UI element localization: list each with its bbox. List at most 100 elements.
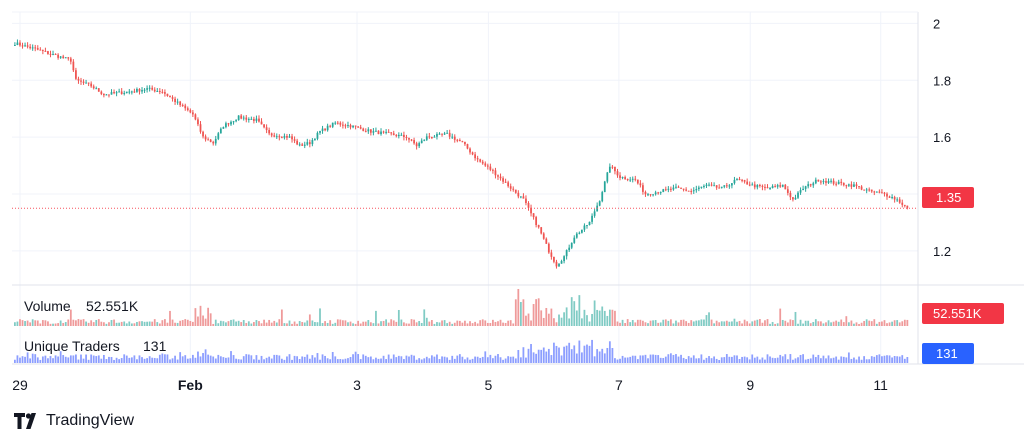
candle-body xyxy=(494,170,497,176)
candle-body xyxy=(715,185,718,188)
volume-bar xyxy=(662,319,665,326)
volume-bar xyxy=(901,321,904,326)
volume-bar xyxy=(207,307,210,326)
trader-bar xyxy=(886,355,888,363)
trader-bar xyxy=(382,355,385,363)
trader-bar xyxy=(430,355,433,363)
trader-bar xyxy=(746,357,749,363)
trader-bar xyxy=(110,357,113,363)
candle-body xyxy=(263,124,265,128)
volume-bar xyxy=(433,323,436,326)
candle-body xyxy=(499,176,502,179)
trader-bar xyxy=(525,357,527,363)
candle-body xyxy=(258,118,260,122)
volume-bar xyxy=(519,302,522,326)
trader-bar xyxy=(553,342,555,363)
volume-bar xyxy=(639,319,642,326)
trader-bar xyxy=(532,352,535,363)
trader-bar xyxy=(240,359,243,363)
candle-body xyxy=(677,186,680,188)
candle-body xyxy=(118,91,121,93)
volume-bar xyxy=(430,320,433,326)
trader-bar xyxy=(703,359,705,363)
trader-bar xyxy=(362,354,365,363)
candle-body xyxy=(616,171,619,176)
y-tick-label: 2 xyxy=(933,16,940,31)
trader-bar xyxy=(847,352,850,363)
candle-body xyxy=(598,201,601,206)
candle-body xyxy=(797,192,799,198)
last-price-tag-text: 1.35 xyxy=(936,190,961,205)
candle-body xyxy=(321,128,324,131)
trader-bar xyxy=(598,351,601,363)
trader-bar xyxy=(863,356,866,363)
trader-bar xyxy=(504,358,507,363)
volume-bar xyxy=(697,320,700,326)
trader-bar xyxy=(227,357,230,363)
volume-bar xyxy=(423,309,426,326)
volume-bar xyxy=(403,322,405,326)
trader-bar xyxy=(593,356,596,363)
tradingview-brand[interactable]: TradingView xyxy=(14,412,134,430)
trader-bar xyxy=(436,354,438,363)
candle-body xyxy=(888,196,891,198)
volume-bar xyxy=(629,322,632,326)
candle-body xyxy=(563,256,565,262)
trader-bar xyxy=(97,355,100,363)
candle-body xyxy=(380,131,382,135)
price-axis[interactable]: 21.81.61.41.2 xyxy=(933,16,951,259)
trader-bar xyxy=(364,355,367,363)
volume-bar xyxy=(273,320,276,326)
trader-bar xyxy=(878,354,881,363)
volume-bar xyxy=(453,322,456,326)
volume-bar xyxy=(840,319,843,326)
candle-body xyxy=(657,192,660,194)
trader-bar xyxy=(433,356,436,363)
time-axis[interactable]: 29 Feb 3 5 7 9 11 xyxy=(12,377,888,393)
volume-value-tag: 52.551K xyxy=(922,303,1004,324)
candle-body xyxy=(764,186,766,188)
candle-body xyxy=(194,114,197,120)
volume-bar xyxy=(779,308,782,326)
candle-body xyxy=(36,48,39,50)
trader-bar xyxy=(69,355,72,363)
volume-bar xyxy=(596,309,599,326)
trader-bar xyxy=(222,357,225,363)
volume-bar xyxy=(494,321,497,326)
trader-bar xyxy=(527,348,530,363)
trader-bar xyxy=(293,355,296,363)
trader-bar xyxy=(92,355,95,363)
candle-body xyxy=(415,143,418,147)
volume-bar xyxy=(184,319,187,326)
trader-bar xyxy=(685,359,688,363)
candle-body xyxy=(461,141,464,143)
trader-bar xyxy=(418,358,421,363)
trader-bar xyxy=(741,356,743,363)
volume-bar xyxy=(667,320,670,326)
candle-body xyxy=(446,132,449,134)
candle-body xyxy=(219,128,222,134)
candle-body xyxy=(586,225,588,227)
candle-body xyxy=(502,178,504,182)
volume-bar xyxy=(171,319,174,326)
volume-bar xyxy=(141,321,143,326)
trader-bar xyxy=(484,351,487,363)
trader-bar xyxy=(814,357,817,363)
candle-body xyxy=(751,184,754,186)
volume-bar xyxy=(113,319,115,326)
candle-body xyxy=(550,252,553,257)
candle-body xyxy=(464,141,466,145)
volume-bar xyxy=(461,322,464,326)
volume-bar xyxy=(771,321,774,326)
trader-bar xyxy=(217,354,220,363)
candle-body xyxy=(647,194,649,196)
volume-bar xyxy=(395,321,398,326)
volume-bar xyxy=(583,309,586,326)
volume-bar xyxy=(425,317,428,326)
volume-bar xyxy=(687,322,690,326)
candle-body xyxy=(31,47,34,49)
trader-bar xyxy=(397,355,400,363)
candle-body xyxy=(664,189,667,191)
volume-bar xyxy=(336,319,339,326)
